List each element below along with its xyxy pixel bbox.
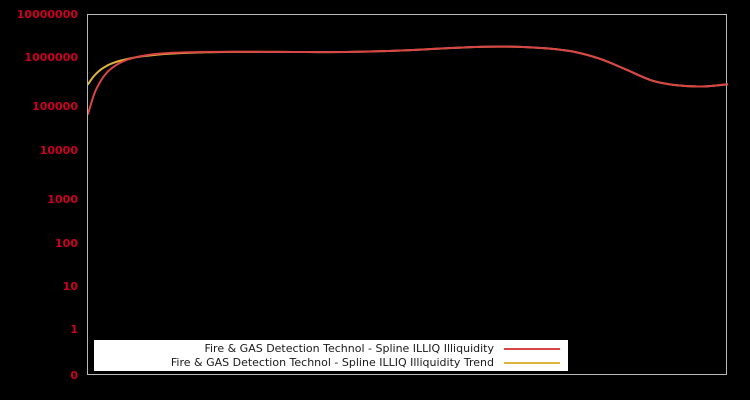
y-tick-label: 1000000 (24, 51, 78, 64)
y-tick-label: 1000 (47, 193, 78, 206)
y-tick-label: 10000 (39, 144, 78, 157)
series-illiq-line (88, 45, 728, 115)
y-tick-label: 0 (70, 369, 78, 382)
y-tick-label: 1 (70, 323, 78, 336)
plot-area (87, 14, 728, 375)
plot-canvas (88, 45, 728, 115)
y-axis: 10000000 1000000 100000 10000 1000 100 1… (0, 0, 87, 400)
legend-item-trend: Fire & GAS Detection Technol - Spline IL… (94, 356, 568, 370)
legend-line-swatch-trend (504, 361, 560, 364)
y-tick-label: 100000 (32, 100, 78, 113)
y-tick-label: 10000000 (16, 8, 78, 21)
illiq-series-path (88, 45, 728, 115)
y-tick-label: 100 (55, 237, 78, 250)
y-tick-label: 10 (62, 280, 78, 293)
legend: Fire & GAS Detection Technol - Spline IL… (94, 340, 568, 371)
legend-line-swatch-illiq (504, 347, 560, 350)
legend-item-illiq: Fire & GAS Detection Technol - Spline IL… (94, 342, 568, 356)
legend-item-label: Fire & GAS Detection Technol - Spline IL… (204, 341, 494, 355)
legend-item-label: Fire & GAS Detection Technol - Spline IL… (170, 355, 494, 369)
